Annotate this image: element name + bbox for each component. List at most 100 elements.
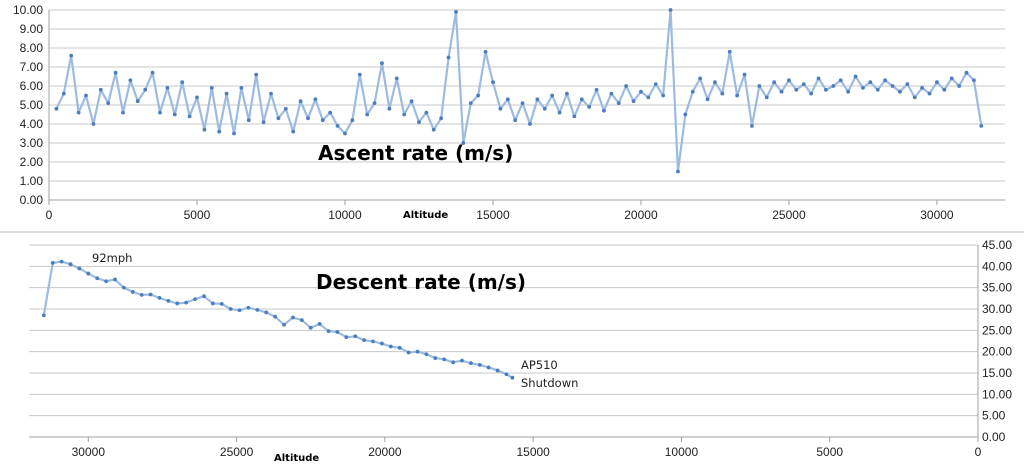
data-point [520,101,525,105]
y-tick-label: 2.00 [20,155,44,169]
data-point [513,118,518,123]
data-point [460,358,464,363]
data-point [264,310,269,315]
data-point [232,131,236,136]
data-point [306,116,310,121]
data-point [772,80,777,85]
data-point [565,91,569,96]
data-point [202,127,207,132]
data-point [646,95,651,100]
data-point [942,87,947,92]
data-point [317,322,322,326]
data-point [254,72,259,77]
data-point [415,349,420,354]
data-point [165,86,170,90]
data-point [269,91,273,96]
data-point [972,78,976,83]
data-point [50,261,55,265]
y-tick-label: 3.00 [20,136,44,150]
data-point [683,112,688,117]
data-point [794,87,799,92]
data-point [157,296,162,300]
data-point [698,76,703,81]
data-point [661,93,666,98]
data-point [476,93,481,98]
data-point [239,86,244,90]
data-point [283,106,288,111]
data-point [130,290,135,294]
data-point [528,122,532,126]
data-point [816,76,821,81]
data-point [166,298,171,303]
data-point [121,110,125,115]
y-tick-label: 4.00 [20,117,44,131]
data-point [668,8,673,12]
data-point [113,277,117,282]
data-point [477,362,482,367]
data-point [824,87,828,92]
data-point [224,91,229,96]
data-point [237,308,242,313]
data-point [246,305,251,310]
annotation-ap510: AP510 [521,358,558,372]
data-point [690,89,695,94]
data-point [228,307,233,311]
data-point [406,350,411,355]
annotation-shutdown: Shutdown [521,376,578,390]
data-point [195,95,199,100]
y-tick-label: 10.00 [13,3,43,17]
data-point [424,110,429,115]
data-point [320,118,325,123]
data-point [579,97,584,102]
data-point [76,110,81,115]
data-point [77,266,82,271]
data-point [308,325,313,330]
data-point [890,84,895,88]
data-point [898,89,902,94]
data-point [446,55,451,60]
data-point [95,276,100,281]
data-point [139,293,144,297]
data-point [128,78,133,83]
data-point [357,72,362,77]
descent-chart: 0.00 5.00 10.00 15.00 20.00 25.00 30.00 35.00 40… [29,238,1012,464]
data-point [380,61,384,66]
ascent-x-axis-label: Altitude [403,210,448,221]
y-tick-label: 35.00 [982,281,1012,295]
data-point [417,120,421,124]
data-point [299,318,304,322]
data-point [104,279,109,284]
ascent-chart-title: Ascent rate (m/s) [318,141,513,165]
data-point [424,352,429,357]
data-point [335,124,340,128]
data-point [883,78,888,83]
data-point [764,95,769,100]
data-point [442,357,447,362]
data-point [433,356,438,360]
y-tick-label: 25.00 [982,323,1012,337]
x-tick-label: 25000 [772,208,806,222]
data-point [624,84,629,88]
data-point [468,101,473,105]
data-point [491,80,495,85]
data-point [59,259,64,264]
data-point [868,80,873,85]
ascent-chart: 0.00 1.00 2.00 3.00 4.00 5.00 6.00 7.00 8.00 9.00… [13,3,1005,222]
x-tick-label: 25000 [220,445,254,459]
data-point [964,70,969,75]
data-point [905,82,910,86]
data-point [148,292,153,297]
data-point [757,84,762,88]
data-point [602,108,606,113]
data-point [587,105,592,109]
data-point [202,294,206,299]
data-point [394,76,399,81]
data-point [979,124,984,128]
data-point [742,72,747,77]
data-point [143,87,148,92]
data-point [362,338,367,343]
data-point [350,118,355,123]
data-point [409,99,414,104]
y-tick-label: 7.00 [20,60,44,74]
